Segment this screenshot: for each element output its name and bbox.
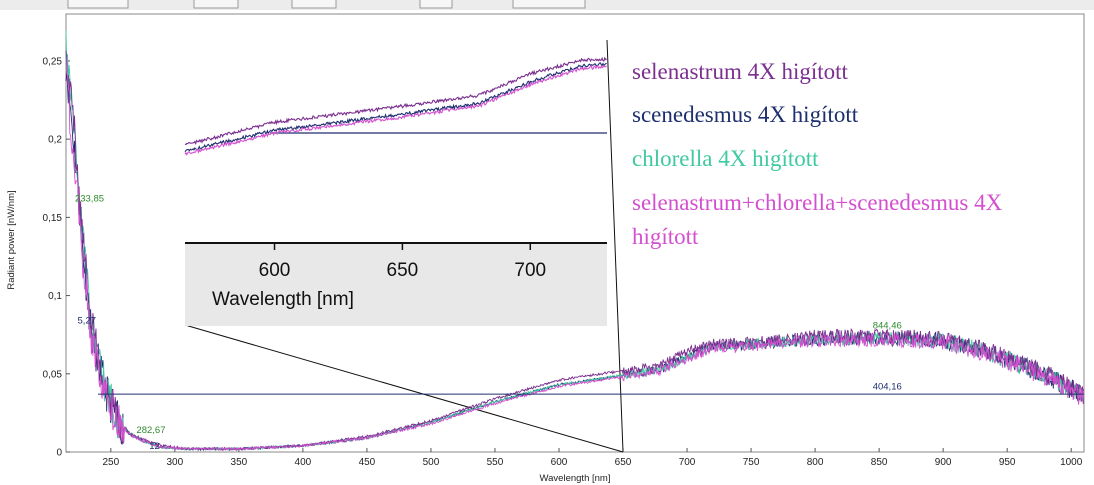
data-label-0: 233,85 bbox=[75, 194, 104, 205]
x-tick-label-6: 550 bbox=[487, 457, 504, 468]
inset-x-tick-label-1: 650 bbox=[387, 260, 419, 281]
x-tick-label-12: 850 bbox=[871, 457, 888, 468]
inset-x-tick-label-0: 600 bbox=[259, 260, 291, 281]
x-tick-label-14: 950 bbox=[999, 457, 1016, 468]
zoom-connector-lines bbox=[184, 39, 624, 453]
zoom-connector-left bbox=[184, 324, 624, 453]
x-axis-title: Wavelength [nm] bbox=[540, 473, 611, 484]
data-label-2: 282,67 bbox=[136, 425, 165, 436]
plot-area bbox=[65, 13, 1085, 453]
x-tick-label-1: 300 bbox=[166, 457, 183, 468]
x-tick-label-2: 350 bbox=[231, 457, 248, 468]
inset-series-line-1 bbox=[184, 62, 607, 153]
y-tick-label-2: 0,1 bbox=[48, 291, 62, 302]
x-tick-label-5: 500 bbox=[423, 457, 440, 468]
series-line-3 bbox=[65, 57, 1084, 452]
y-tick-label-3: 0,15 bbox=[43, 213, 63, 224]
data-label-4: 844,46 bbox=[873, 320, 902, 331]
series-layer bbox=[65, 30, 1084, 452]
toolbar-field-3[interactable] bbox=[291, 0, 337, 9]
y-tick-label-4: 0,2 bbox=[48, 135, 62, 146]
legend-entry-selenastrum: selenastrum 4X higított bbox=[632, 59, 849, 84]
x-tick-label-4: 450 bbox=[359, 457, 376, 468]
inset-series-line-3 bbox=[184, 64, 607, 156]
x-tick-label-15: 1000 bbox=[1060, 457, 1083, 468]
y-tick-label-1: 0,05 bbox=[43, 369, 63, 380]
legend-entry-mixture: selenastrum+chlorella+scenedesmus 4X higí… bbox=[632, 190, 1003, 249]
x-tick-label-8: 650 bbox=[615, 457, 632, 468]
zoom-connector-right bbox=[606, 39, 624, 453]
zoom-inset: 600 650 700 Wavelength [nm] bbox=[184, 56, 607, 326]
toolbar-field-4[interactable] bbox=[419, 0, 453, 9]
y-tick-label-0: 0 bbox=[56, 448, 62, 459]
y-tick-label-5: 0,25 bbox=[43, 56, 63, 67]
x-tick-label-7: 600 bbox=[551, 457, 568, 468]
toolbar-field-2[interactable] bbox=[193, 0, 239, 9]
axes: 250 300 350 400 450 500 550 600 650 700 750 800 850 9… bbox=[43, 56, 1083, 468]
inset-series-line-0 bbox=[184, 56, 607, 146]
x-tick-label-9: 700 bbox=[679, 457, 696, 468]
inset-series-layer bbox=[184, 56, 607, 156]
x-tick-label-11: 800 bbox=[807, 457, 824, 468]
data-label-3: 12 bbox=[149, 441, 160, 452]
toolbar-field-5[interactable] bbox=[512, 0, 586, 9]
inset-x-tick-label-2: 700 bbox=[514, 260, 546, 281]
data-labels: 233,85 5,27 282,67 12 844,46 404,16 bbox=[75, 194, 902, 452]
legend: selenastrum 4X higított scenedesmus 4X h… bbox=[632, 59, 1003, 249]
legend-entry-chlorella: chlorella 4X higított bbox=[632, 146, 819, 171]
data-label-1: 5,27 bbox=[78, 316, 97, 327]
inset-ticks: 600 650 700 bbox=[259, 243, 546, 281]
legend-entry-scenedesmus: scenedesmus 4X higított bbox=[632, 102, 859, 127]
inset-x-axis-title: Wavelength [nm] bbox=[212, 289, 354, 310]
x-tick-label-10: 750 bbox=[743, 457, 760, 468]
y-axis-title: Radiant power [nW/nm] bbox=[6, 190, 17, 289]
inset-axis-panel bbox=[185, 244, 607, 326]
x-tick-label-0: 250 bbox=[102, 457, 119, 468]
toolbar-field-1[interactable] bbox=[67, 0, 129, 9]
data-label-5: 404,16 bbox=[873, 381, 902, 392]
toolbar-strip bbox=[0, 0, 1094, 10]
x-tick-label-13: 900 bbox=[935, 457, 952, 468]
x-tick-label-3: 400 bbox=[295, 457, 312, 468]
